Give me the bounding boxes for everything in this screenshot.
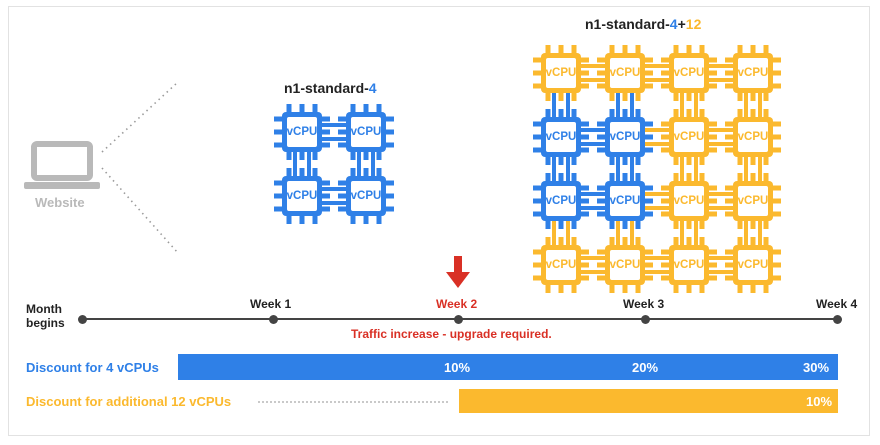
vcpu-label: vCPU [737, 195, 769, 207]
large-machine-chip-extra: vCPU [723, 107, 783, 167]
extra-discount-bar [459, 389, 838, 413]
large-machine-chip-base: vCPU [531, 171, 591, 231]
large-machine-extra: 12 [685, 16, 702, 32]
base-discount-label: Discount for 4 vCPUs [26, 360, 159, 375]
website-icon-group: Website [22, 138, 102, 213]
vcpu-label: vCPU [737, 131, 769, 143]
website-label: Website [35, 195, 85, 210]
vcpu-label: vCPU [350, 190, 382, 202]
timeline-dot-week4 [833, 315, 842, 324]
traffic-note: Traffic increase - upgrade required. [351, 327, 552, 341]
small-machine-chip-base: vCPU [336, 102, 396, 162]
base-discount-bar [178, 354, 838, 380]
large-machine-title: n1-standard-4+12 [585, 16, 701, 32]
vcpu-label: vCPU [609, 259, 641, 271]
vcpu-label: vCPU [545, 131, 577, 143]
timeline-dot-week3 [641, 315, 650, 324]
vcpu-label: vCPU [673, 131, 705, 143]
small-machine-chip-base: vCPU [272, 102, 332, 162]
timeline-dot-week2 [454, 315, 463, 324]
diagram-frame [8, 6, 870, 436]
small-machine-count: 4 [368, 80, 377, 96]
base-discount-value-1: 10% [444, 360, 471, 375]
large-machine-chip-extra: vCPU [723, 235, 783, 295]
timeline-dot-week1 [269, 315, 278, 324]
vcpu-label: vCPU [545, 195, 577, 207]
large-machine-chip-extra: vCPU [595, 43, 655, 103]
vcpu-label: vCPU [350, 126, 382, 138]
week4-label: Week 4 [816, 297, 858, 311]
vcpu-label: vCPU [545, 67, 577, 79]
large-machine-chip-base: vCPU [595, 171, 655, 231]
large-machine-chip-extra: vCPU [723, 43, 783, 103]
large-machine-plus: + [677, 16, 686, 32]
laptop-icon [24, 141, 100, 189]
vcpu-label: vCPU [737, 259, 769, 271]
month-begins-line1: Month [26, 302, 62, 316]
vcpu-label: vCPU [673, 195, 705, 207]
extra-discount-label: Discount for additional 12 vCPUs [26, 394, 232, 409]
large-machine-prefix: n1-standard- [585, 16, 670, 32]
small-machine-chip-base: vCPU [272, 166, 332, 226]
vcpu-label: vCPU [609, 195, 641, 207]
month-begins-line2: begins [26, 316, 65, 330]
small-machine-prefix: n1-standard- [284, 80, 369, 96]
vcpu-label: vCPU [673, 259, 705, 271]
large-machine-chip-extra: vCPU [723, 171, 783, 231]
vcpu-label: vCPU [609, 67, 641, 79]
vcpu-label: vCPU [609, 131, 641, 143]
month-begins-label: Month begins [26, 302, 65, 330]
vcpu-label: vCPU [545, 259, 577, 271]
large-machine-chip-extra: vCPU [531, 235, 591, 295]
extra-discount-value: 10% [806, 394, 833, 409]
large-machine-chip-base: vCPU [531, 107, 591, 167]
large-machine-base: 4 [669, 16, 678, 32]
vcpu-label: vCPU [286, 190, 318, 202]
vcpu-label: vCPU [737, 67, 769, 79]
timeline-dot-start [78, 315, 87, 324]
down-arrow-icon [446, 256, 470, 288]
large-machine-chip-extra: vCPU [659, 107, 719, 167]
week2-label: Week 2 [436, 297, 478, 311]
week1-label: Week 1 [250, 297, 292, 311]
large-machine-chip-extra: vCPU [659, 43, 719, 103]
vcpu-label: vCPU [286, 126, 318, 138]
large-machine-chip-extra: vCPU [659, 171, 719, 231]
small-machine-chip-base: vCPU [336, 166, 396, 226]
large-machine-chip-extra: vCPU [595, 235, 655, 295]
week3-label: Week 3 [623, 297, 665, 311]
base-discount-value-2: 20% [632, 360, 659, 375]
vcpu-label: vCPU [673, 67, 705, 79]
base-discount-value-3: 30% [803, 360, 830, 375]
large-machine-chip-base: vCPU [595, 107, 655, 167]
extra-discount-dotted-line [258, 401, 448, 403]
large-machine-chip-extra: vCPU [531, 43, 591, 103]
large-machine-chip-extra: vCPU [659, 235, 719, 295]
small-machine-title: n1-standard-4 [284, 80, 377, 96]
